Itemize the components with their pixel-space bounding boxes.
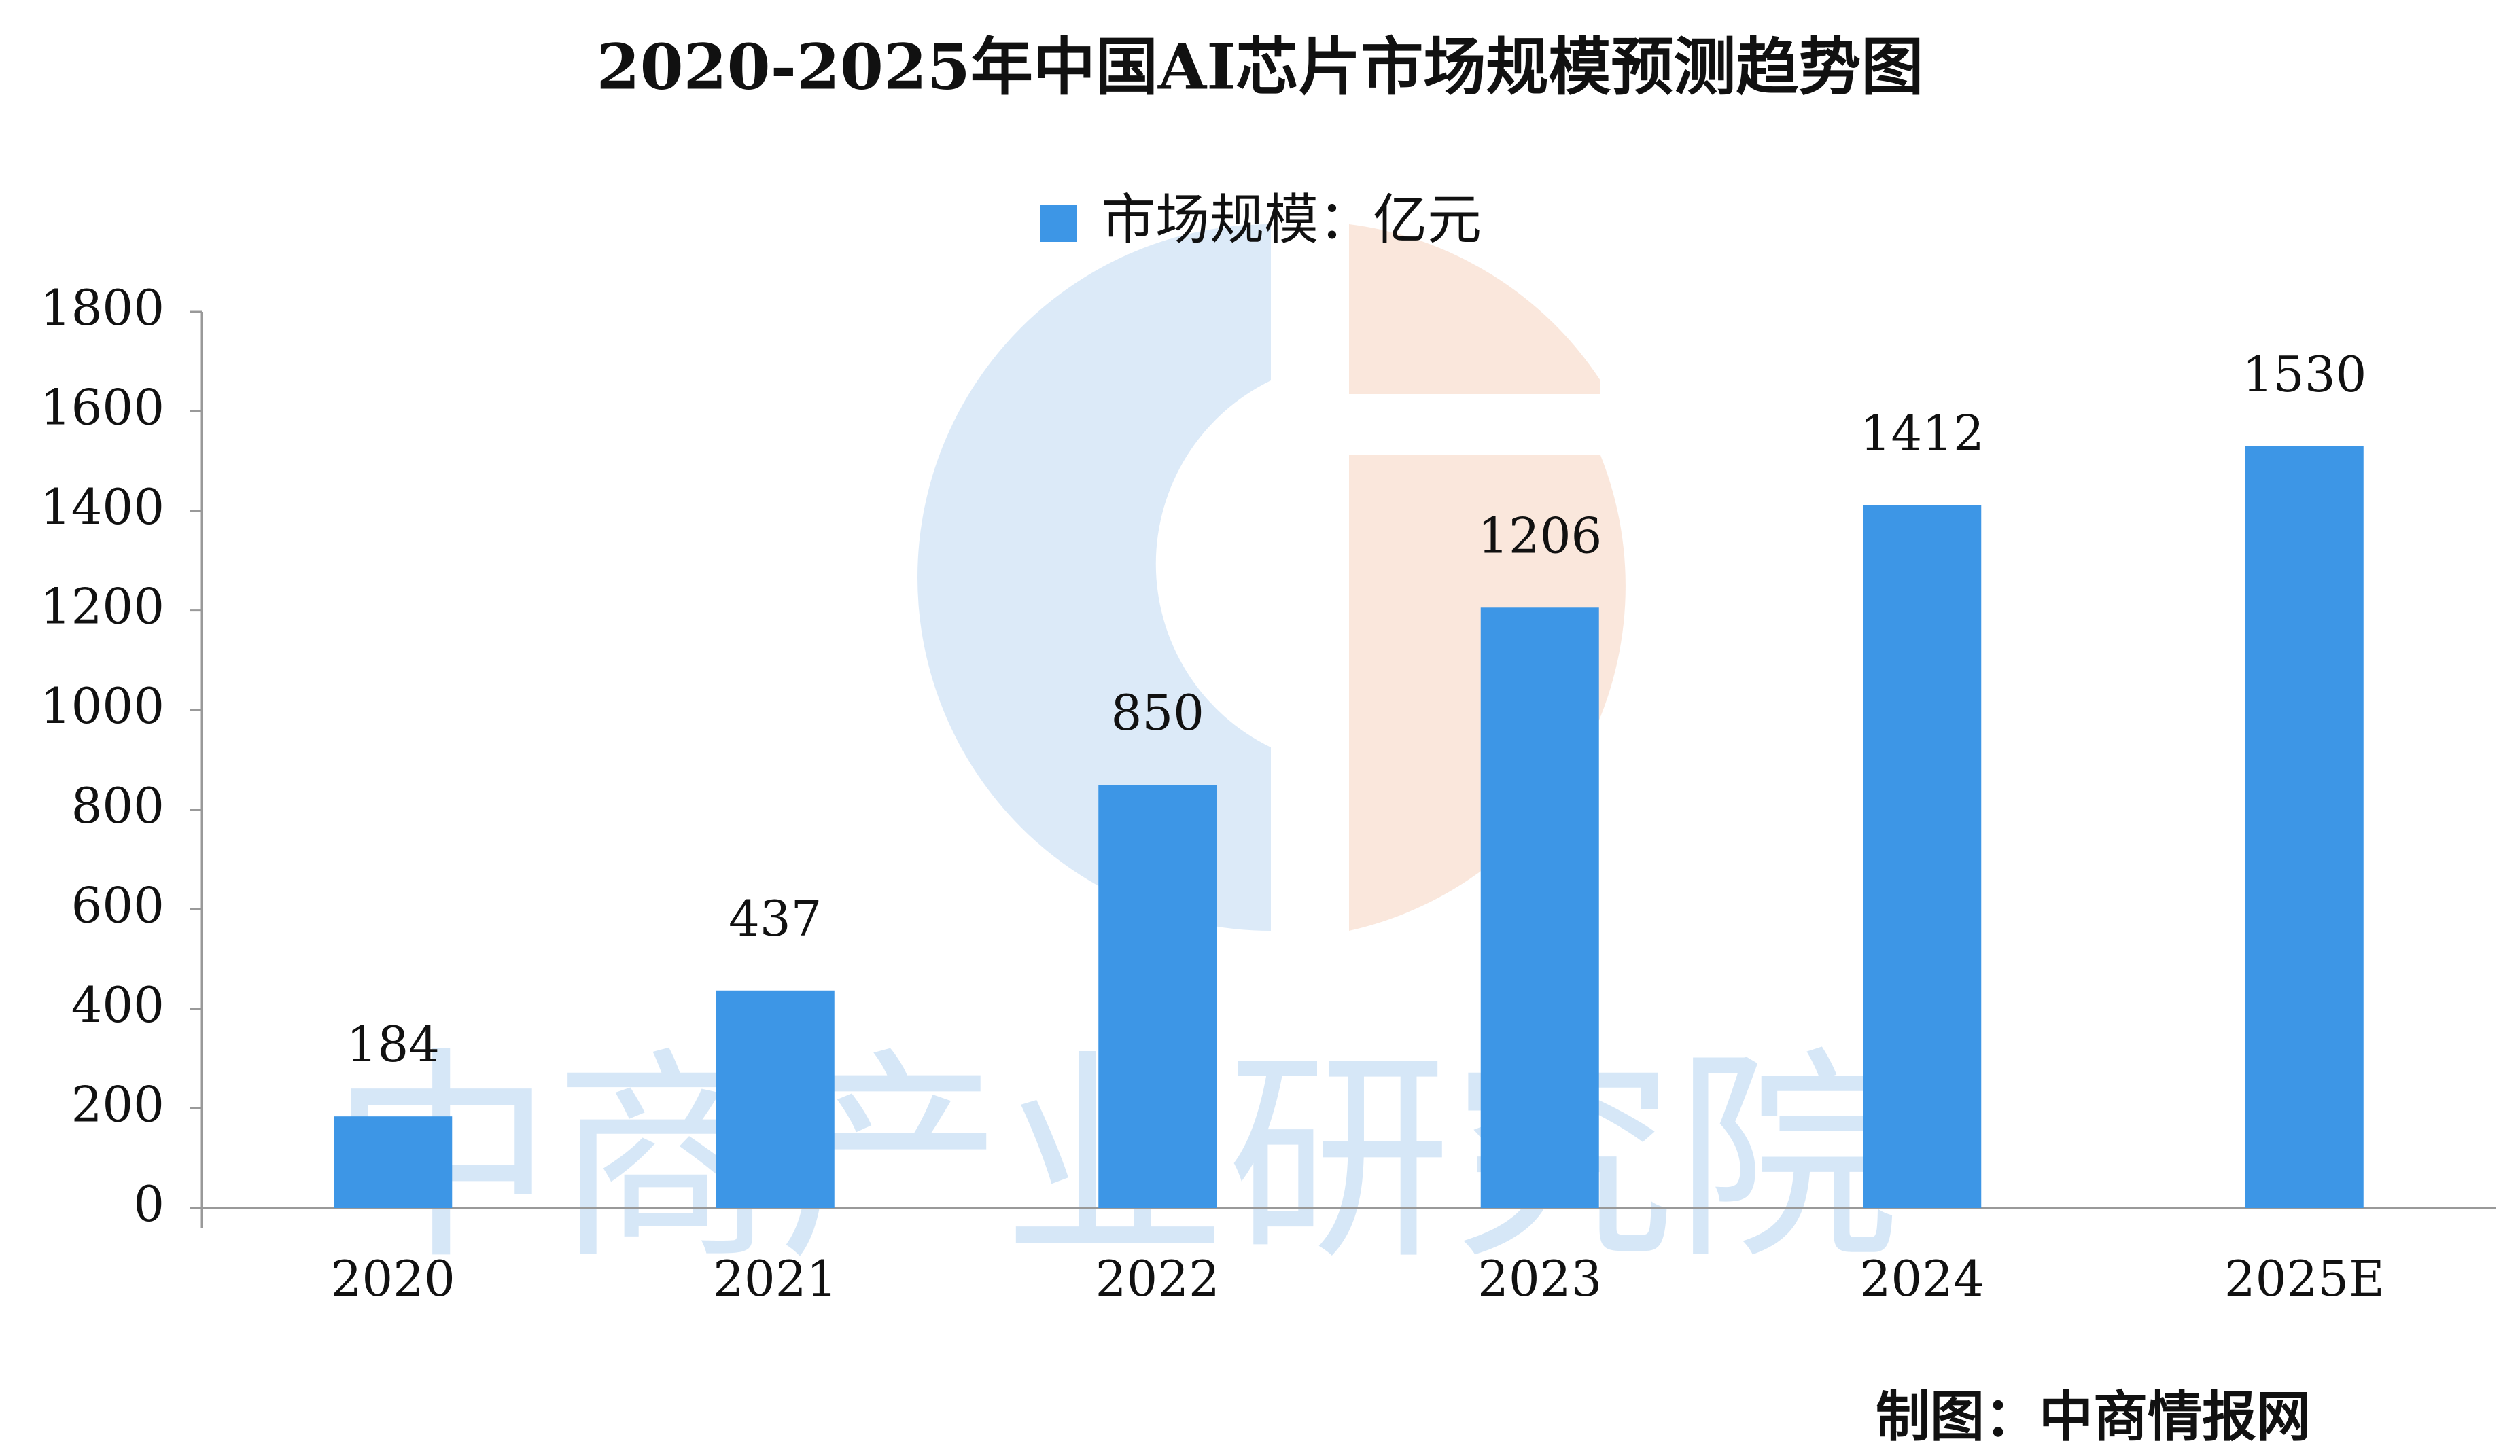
legend-swatch: [1040, 205, 1077, 242]
value-label: 184: [347, 1016, 440, 1073]
value-label: 1412: [1860, 404, 1984, 461]
value-label: 437: [729, 890, 822, 947]
y-tick-label: 800: [71, 777, 164, 834]
x-tick-label: 2024: [1860, 1250, 1984, 1307]
source-note: 制图：中商情报网: [1876, 1385, 2311, 1449]
bar: [1863, 505, 1982, 1208]
bar: [334, 1116, 453, 1208]
y-tick-label: 1200: [40, 578, 164, 635]
chart-title: 2020-2025年中国AI芯片市场规模预测趋势图: [597, 31, 1924, 104]
bar: [716, 990, 835, 1208]
bar: [1098, 785, 1217, 1208]
value-label: 1530: [2242, 346, 2366, 403]
x-tick-label: 2021: [713, 1250, 837, 1307]
legend-label: 市场规模：亿元: [1101, 188, 1482, 251]
y-tick-label: 600: [71, 876, 164, 934]
y-tick-label: 1800: [40, 279, 164, 336]
x-tick-label: 2020: [331, 1250, 455, 1307]
y-tick-label: 1000: [40, 677, 164, 734]
bar: [2245, 446, 2364, 1208]
x-tick-label: 2025E: [2224, 1250, 2385, 1307]
x-tick-label: 2023: [1477, 1250, 1602, 1307]
y-tick-label: 1400: [40, 478, 164, 535]
value-label: 1206: [1477, 507, 1602, 564]
bar: [1480, 607, 1599, 1208]
y-tick-label: 1600: [40, 379, 164, 436]
y-tick-label: 0: [133, 1175, 164, 1232]
y-tick-label: 200: [71, 1076, 164, 1133]
y-tick-label: 400: [71, 976, 164, 1033]
x-tick-label: 2022: [1096, 1250, 1220, 1307]
value-label: 850: [1111, 684, 1204, 741]
logo-left: [917, 224, 1271, 931]
